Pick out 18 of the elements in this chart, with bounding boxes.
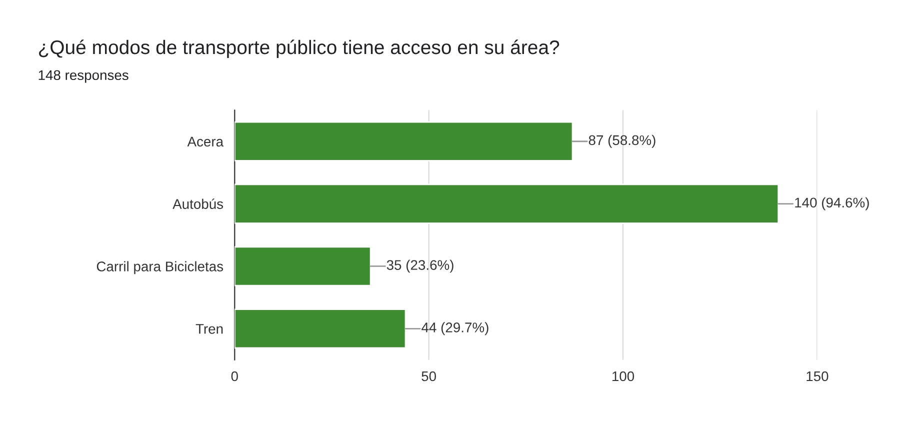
y-tick-label: Acera xyxy=(187,136,224,147)
data-label: 44 (29.7%) xyxy=(422,322,488,336)
bar xyxy=(234,184,780,224)
x-tick-label: 150 xyxy=(806,371,828,382)
bar xyxy=(234,246,372,286)
chart-title: ¿Qué modos de transporte público tiene acceso en su área? xyxy=(39,40,560,58)
y-tick-label: Autobús xyxy=(172,198,224,209)
x-tick-label: 50 xyxy=(422,371,436,382)
data-label: 140 (94.6%) xyxy=(795,197,869,210)
data-label: 35 (23.6%) xyxy=(386,260,454,273)
y-tick-label: Tren xyxy=(196,324,223,334)
data-label: 87 (58.8%) xyxy=(588,134,656,148)
x-tick-label: 0 xyxy=(231,371,238,382)
text: 148 responses xyxy=(38,70,128,83)
bar xyxy=(234,121,574,162)
x-tick-label: 100 xyxy=(612,371,634,382)
y-tick-label: Carril para Bicicletas xyxy=(96,261,224,274)
bar xyxy=(234,308,406,349)
